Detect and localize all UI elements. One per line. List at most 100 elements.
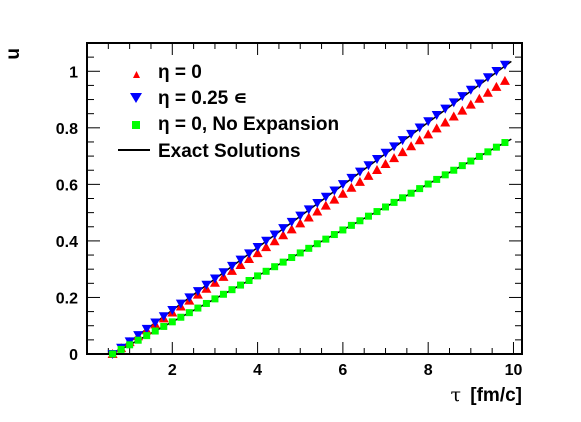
legend-label-eta0: η = 0 xyxy=(158,62,202,83)
marker-noexp xyxy=(168,318,176,326)
marker-eta025 xyxy=(431,110,442,120)
marker-eta025 xyxy=(389,142,400,152)
marker-eta0 xyxy=(329,194,340,204)
marker-noexp xyxy=(151,327,159,335)
marker-eta025 xyxy=(201,280,212,290)
marker-eta0 xyxy=(491,81,502,91)
legend: η = 0 η = 0.25 ∊ η = 0, No Expansion Exa… xyxy=(118,62,339,162)
marker-eta025 xyxy=(312,199,323,209)
marker-eta0 xyxy=(372,164,382,174)
marker-eta0 xyxy=(261,242,272,252)
marker-eta025 xyxy=(414,123,425,133)
marker-eta025 xyxy=(354,167,365,177)
x-tick-label: 10 xyxy=(505,362,523,379)
marker-eta025 xyxy=(175,299,186,309)
x-axis-symbol: τ xyxy=(450,384,461,406)
marker-eta0 xyxy=(252,248,263,258)
marker-noexp xyxy=(501,139,509,147)
marker-eta0 xyxy=(295,218,306,228)
marker-eta025 xyxy=(227,261,237,271)
marker-eta025 xyxy=(440,104,451,114)
marker-eta0 xyxy=(474,93,485,103)
marker-noexp xyxy=(237,281,245,289)
marker-noexp xyxy=(313,240,321,248)
marker-noexp xyxy=(424,180,432,188)
marker-eta025 xyxy=(329,186,340,196)
marker-eta025 xyxy=(303,205,314,215)
marker-noexp xyxy=(143,332,151,340)
marker-eta0 xyxy=(465,99,476,109)
y-axis-title: u xyxy=(3,48,24,60)
marker-eta0 xyxy=(346,182,357,192)
marker-eta025 xyxy=(457,92,468,102)
marker-eta025 xyxy=(218,268,229,278)
marker-eta025 xyxy=(252,243,263,253)
marker-eta0 xyxy=(337,188,348,198)
marker-eta025 xyxy=(244,249,255,259)
marker-noexp xyxy=(356,217,364,225)
marker-eta025 xyxy=(380,148,391,158)
marker-eta025 xyxy=(397,136,408,146)
marker-noexp xyxy=(347,221,355,229)
marker-eta025 xyxy=(499,60,510,70)
marker-eta025 xyxy=(363,161,374,171)
marker-noexp xyxy=(322,235,330,243)
marker-eta0 xyxy=(414,135,425,145)
y-tick-label: 0 xyxy=(69,347,78,364)
marker-noexp xyxy=(296,249,304,257)
marker-noexp xyxy=(254,272,262,280)
axis-tick-labels: 2 4 6 8 10 0 0.2 0.4 0.6 0.8 1 xyxy=(56,64,523,379)
marker-eta0 xyxy=(457,105,468,115)
marker-eta025 xyxy=(261,236,272,246)
marker-noexp xyxy=(160,322,168,330)
marker-noexp xyxy=(228,286,236,294)
marker-eta025 xyxy=(491,66,502,76)
x-axis-title: τ [fm/c] xyxy=(450,384,522,406)
marker-noexp xyxy=(492,143,500,151)
marker-noexp xyxy=(202,299,210,307)
marker-eta0 xyxy=(303,212,314,222)
marker-eta0 xyxy=(354,176,365,186)
y-tick-label: 0.2 xyxy=(56,290,78,307)
marker-eta0 xyxy=(244,254,255,264)
marker-noexp xyxy=(364,212,372,220)
marker-noexp xyxy=(279,258,287,266)
marker-eta0 xyxy=(431,123,442,133)
marker-eta025 xyxy=(448,98,459,108)
marker-noexp xyxy=(288,254,296,262)
y-tick-label: 0.6 xyxy=(56,177,78,194)
marker-noexp xyxy=(407,189,415,197)
marker-eta025 xyxy=(184,293,195,303)
marker-noexp xyxy=(271,263,279,271)
marker-noexp xyxy=(109,350,117,358)
marker-eta025 xyxy=(295,211,306,221)
marker-noexp xyxy=(330,231,338,239)
marker-noexp xyxy=(177,313,185,321)
marker-eta025 xyxy=(474,79,485,89)
marker-eta0 xyxy=(406,141,417,151)
y-tick-label: 1 xyxy=(69,64,78,81)
marker-noexp xyxy=(390,198,398,206)
marker-eta025 xyxy=(346,173,357,183)
marker-noexp xyxy=(467,157,475,165)
marker-eta025 xyxy=(372,154,382,164)
marker-eta025 xyxy=(406,129,417,139)
marker-eta0 xyxy=(440,117,451,127)
legend-label-eta025: η = 0.25 ∊ xyxy=(158,88,247,109)
marker-noexp xyxy=(219,290,227,298)
marker-noexp xyxy=(433,175,441,183)
marker-noexp xyxy=(185,309,193,317)
marker-noexp xyxy=(382,203,390,211)
marker-noexp xyxy=(416,185,424,193)
data-markers xyxy=(107,60,510,359)
marker-noexp xyxy=(134,336,142,344)
marker-eta025 xyxy=(167,305,178,315)
marker-eta025 xyxy=(133,331,144,341)
marker-noexp xyxy=(305,244,313,252)
marker-eta0 xyxy=(389,153,400,163)
x-tick-label: 2 xyxy=(168,362,177,379)
marker-eta0 xyxy=(482,87,493,97)
marker-eta025 xyxy=(337,180,348,190)
marker-eta025 xyxy=(209,274,220,284)
